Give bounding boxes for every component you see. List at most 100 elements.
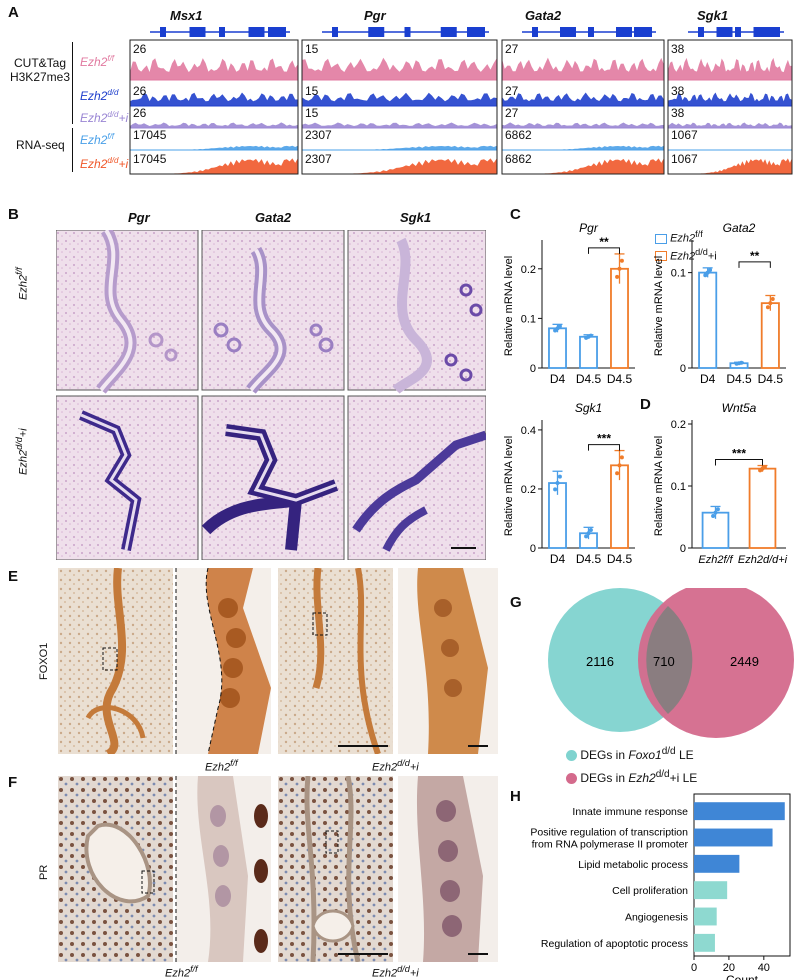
x-tick-label: D4.5 — [758, 372, 784, 386]
data-point — [765, 305, 770, 310]
data-point — [557, 324, 562, 329]
y-tick-label: 0 — [530, 543, 536, 555]
data-point — [615, 274, 620, 279]
track-rna-ddi-col-2: 6862 — [502, 152, 664, 175]
significance-bracket — [738, 261, 771, 268]
track-scale: 1067 — [671, 152, 698, 166]
track-scale: 38 — [671, 42, 685, 56]
panel-label-g: G — [510, 594, 522, 611]
f-label-ddi-sup: d/d — [397, 964, 410, 974]
track-label-ff: Ezh2f/f — [80, 54, 114, 69]
venn-legend-ezh2: DEGs in Ezh2d/d+i LE — [566, 765, 697, 788]
track-scale: 26 — [133, 42, 147, 56]
track-label-rna-ff: Ezh2f/f — [80, 132, 114, 147]
chart-wnt5a: Wnt5a Relative mRNA level 0 0.1 0.2 Ezh2f/f Ez… — [653, 401, 788, 566]
track-label-sup: d/d — [107, 110, 119, 119]
e-label-ddi-suffix: +i — [409, 761, 419, 774]
track-rna-ff-col-1: 2307 — [302, 128, 497, 151]
track-label-sup: d/d — [107, 88, 119, 97]
y-tick-label: 0 — [680, 543, 686, 555]
bar — [760, 302, 780, 369]
go-bar — [694, 907, 717, 926]
signal-area — [302, 122, 497, 128]
y-tick-label: 0.2 — [521, 484, 536, 496]
track-rna-ff-col-3: 1067 — [668, 128, 792, 151]
group-bracket-rnaseq — [72, 128, 73, 172]
track-ff-col-3: 38 — [668, 42, 792, 81]
signal-area — [668, 57, 792, 80]
signal-area — [302, 57, 497, 80]
x-tick-label: Ezh2f/f — [698, 554, 733, 566]
x-tick-label: D4 — [550, 372, 566, 386]
significance-bracket — [588, 444, 620, 451]
e-stain-label: FOXO1 — [38, 642, 50, 680]
track-scale: 15 — [305, 42, 319, 56]
b-image-ddi-gata2 — [201, 395, 345, 560]
bar — [579, 335, 598, 369]
bar — [748, 467, 777, 549]
e-image-ff-overview — [58, 568, 173, 754]
genome-track-svg: 26 15 27 38 26 15 27 38 26 15 27 38 17045 2307 6862 106… — [129, 27, 793, 175]
venn-legend-ezh2-post: +i LE — [669, 771, 698, 785]
b-row-ddi-suffix: +i — [17, 428, 30, 438]
data-point — [762, 464, 767, 469]
x-tick-label: D4.5 — [726, 372, 752, 386]
data-point — [615, 471, 620, 476]
gene-title-pgr: Pgr — [364, 8, 386, 23]
f-label-ddi-name: Ezh2 — [372, 967, 398, 980]
signal-area — [130, 145, 298, 150]
b-image-ddi-pgr — [56, 395, 199, 560]
chart-title: Wnt5a — [722, 401, 757, 415]
venn-legend-foxo1-sup: d/d — [661, 746, 676, 757]
panel-b-ish-images — [56, 230, 486, 560]
track-dd-col-1: 15 — [302, 84, 497, 107]
go-bar — [694, 854, 740, 873]
y-axis-label: Relative mRNA level — [653, 256, 665, 356]
track-label-sup: d/d — [107, 156, 119, 165]
data-point — [703, 273, 708, 278]
signal-area — [302, 92, 497, 106]
track-rna-ddi-col-3: 1067 — [668, 152, 792, 175]
y-tick-label: 0 — [680, 363, 686, 375]
chart-sgk1: Sgk1 Relative mRNA level 0 0.2 0.4 D4 D4.5 D4.5… — [503, 401, 635, 566]
track-ddi-col-0: 26 — [130, 106, 298, 129]
track-ff-col-1: 15 — [302, 42, 497, 81]
bar — [698, 271, 718, 369]
track-label-name: Ezh2 — [80, 89, 108, 103]
go-term-label: Regulation of apoptotic process — [541, 938, 688, 950]
e-image-ddi-overview — [278, 568, 393, 754]
venn-legend-ezh2-dot — [566, 773, 577, 785]
go-bar — [694, 828, 773, 847]
f-image-ff-zoom — [175, 776, 271, 962]
track-scale: 15 — [305, 84, 319, 98]
data-point — [770, 297, 775, 302]
b-image-ddi-sgk1 — [347, 395, 486, 560]
track-scale: 15 — [305, 106, 319, 120]
gene-model-1 — [322, 27, 489, 37]
b-row-ddi-name: Ezh2 — [17, 449, 30, 475]
track-ddi-col-3: 38 — [668, 106, 792, 129]
x-tick-label: 40 — [758, 962, 770, 974]
track-label-ddi: Ezh2d/d+i — [80, 110, 128, 125]
venn-legend-foxo1: DEGs in Foxo1d/d LE — [566, 742, 697, 765]
c-legend-ff-swatch — [655, 233, 667, 244]
track-label-rna-ddi: Ezh2d/d+i — [80, 156, 128, 171]
b-col-sgk1: Sgk1 — [400, 210, 432, 225]
track-scale: 26 — [133, 106, 147, 120]
signal-area — [668, 158, 792, 174]
x-axis-label: Count — [726, 973, 759, 980]
track-label-sup: f/f — [107, 132, 115, 141]
b-col-gata2: Gata2 — [255, 210, 292, 225]
f-label-ff-name: Ezh2 — [165, 967, 191, 980]
track-scale: 38 — [671, 106, 685, 120]
bar — [548, 327, 567, 369]
b-row-ff-sup: f/f — [14, 267, 24, 275]
signal-area — [502, 92, 664, 106]
c-legend-ff: Ezh2f/f — [655, 228, 717, 246]
significance-label: ** — [750, 249, 760, 263]
venn-overlap-count: 710 — [653, 654, 675, 669]
e-image-ddi-zoom — [398, 568, 498, 754]
data-point — [553, 487, 558, 492]
signal-area — [502, 57, 664, 80]
go-bar — [694, 933, 715, 952]
